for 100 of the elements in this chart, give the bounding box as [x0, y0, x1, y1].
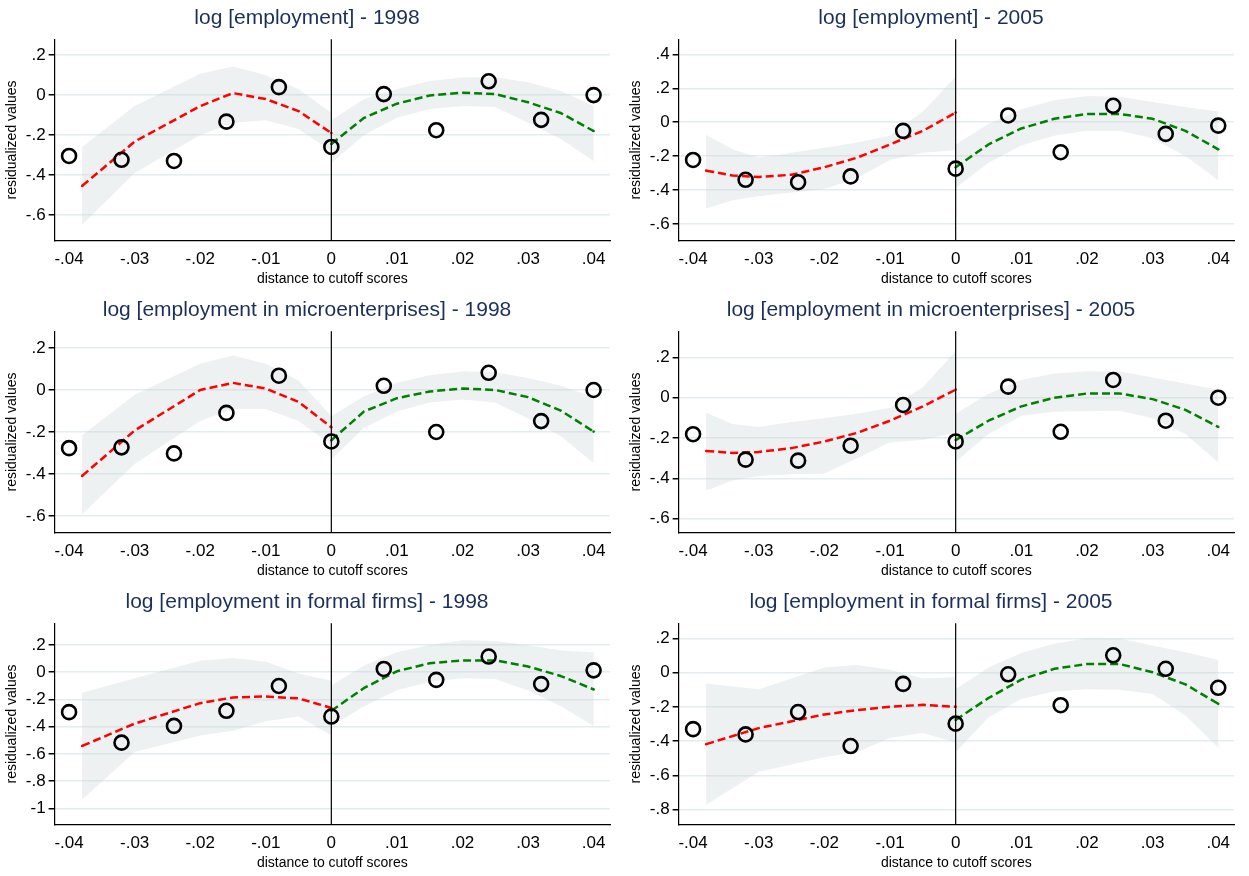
x-tick-label: -.01 — [251, 540, 281, 560]
x-tick-label: .03 — [1140, 248, 1165, 268]
point — [532, 675, 550, 693]
point — [218, 404, 235, 422]
point — [894, 675, 912, 693]
point — [894, 396, 912, 414]
y-axis-title: residualized values — [3, 372, 20, 492]
y-tick-label: -.2 — [649, 145, 670, 165]
x-tick-label: -.04 — [678, 540, 708, 560]
x-tick-label: -.04 — [54, 248, 84, 268]
x-tick-label: .03 — [1140, 540, 1165, 560]
point — [842, 437, 859, 455]
point — [585, 381, 602, 399]
point — [1209, 389, 1227, 407]
point — [1209, 679, 1227, 697]
y-tick-label: .2 — [31, 634, 46, 654]
x-tick-label: -.03 — [119, 248, 150, 268]
x-tick-label: .04 — [581, 248, 606, 268]
point — [1157, 412, 1175, 430]
x-tick-label: .04 — [1206, 540, 1231, 560]
x-tick-label: .01 — [385, 248, 409, 268]
y-tick-label: .2 — [655, 347, 670, 367]
point — [1104, 97, 1122, 115]
x-axis-title: distance to cutoff scores — [256, 562, 408, 579]
y-tick-label: -.4 — [25, 716, 46, 736]
y-tick-label: 0 — [660, 111, 670, 131]
line-series — [80, 381, 333, 478]
point — [1157, 660, 1175, 678]
x-tick-label: .03 — [516, 540, 540, 560]
y-tick-label: -.2 — [649, 696, 670, 716]
chart-title: log [employment] - 2005 — [818, 5, 1044, 29]
point — [427, 423, 445, 441]
point — [60, 147, 78, 165]
point — [480, 364, 497, 382]
x-tick-label: .02 — [450, 248, 475, 268]
y-tick-label: 0 — [660, 662, 670, 682]
y-tick-label: -.8 — [25, 770, 46, 790]
x-tick-label: .03 — [1140, 832, 1165, 852]
x-axis-title: distance to cutoff scores — [256, 270, 408, 287]
x-tick-label: -.03 — [744, 540, 774, 560]
point — [1104, 371, 1122, 389]
chart-title: log [employment in microenterprises] - 2005 — [726, 297, 1136, 321]
point — [947, 433, 964, 450]
point — [218, 113, 235, 130]
point — [270, 78, 288, 96]
x-tick-label: .01 — [1009, 248, 1034, 268]
point — [375, 660, 393, 678]
point — [684, 151, 702, 169]
point — [737, 726, 754, 743]
x-tick-label: .02 — [1075, 248, 1099, 268]
y-tick-label: -.2 — [25, 421, 46, 441]
x-axis-title: distance to cutoff scores — [880, 270, 1032, 287]
point — [999, 107, 1017, 124]
x-tick-label: -.01 — [251, 832, 281, 852]
y-tick-label: -.4 — [25, 463, 46, 483]
x-tick-label: -.02 — [185, 248, 215, 268]
point — [737, 451, 754, 468]
x-tick-label: .01 — [1009, 832, 1034, 852]
y-tick-label: -.8 — [649, 799, 670, 819]
y-tick-label: .2 — [31, 44, 46, 64]
point — [684, 425, 702, 443]
point — [165, 445, 183, 462]
x-tick-label: .02 — [450, 540, 475, 560]
point — [480, 73, 497, 90]
x-tick-label: 0 — [326, 832, 337, 852]
y-tick-label: -.4 — [25, 164, 46, 184]
point — [842, 168, 859, 185]
x-tick-label: -.04 — [678, 832, 708, 852]
line-series — [80, 91, 333, 188]
line-series — [704, 703, 957, 746]
chart-title: log [employment in formal firms] - 1998 — [125, 589, 489, 613]
y-tick-label: -.6 — [25, 204, 46, 224]
point — [999, 378, 1017, 395]
y-tick-label: -.6 — [649, 213, 670, 233]
x-tick-label: .04 — [1206, 248, 1231, 268]
y-tick-label: -.4 — [649, 730, 670, 750]
y-tick-label: -.2 — [649, 427, 670, 447]
x-tick-label: -.04 — [54, 540, 84, 560]
chart-title: log [employment] - 1998 — [194, 5, 420, 29]
point — [113, 734, 130, 751]
y-tick-label: -.6 — [649, 508, 670, 528]
x-tick-label: -.04 — [54, 832, 84, 852]
x-tick-label: .02 — [1075, 832, 1099, 852]
point — [1052, 143, 1069, 161]
x-tick-label: .02 — [1075, 540, 1099, 560]
point — [684, 720, 702, 738]
chart-title: log [employment in microenterprises] - 1998 — [102, 297, 512, 321]
y-tick-label: 0 — [36, 84, 46, 104]
point — [60, 703, 78, 721]
x-tick-label: -.03 — [744, 832, 774, 852]
point — [999, 665, 1017, 683]
x-tick-label: -.04 — [678, 248, 708, 268]
point — [270, 677, 288, 695]
point — [375, 85, 393, 103]
x-tick-label: -.01 — [875, 832, 905, 852]
x-tick-label: -.03 — [119, 832, 150, 852]
point — [427, 121, 445, 139]
x-tick-label: -.01 — [875, 540, 905, 560]
point — [789, 173, 807, 191]
point — [1052, 423, 1069, 441]
